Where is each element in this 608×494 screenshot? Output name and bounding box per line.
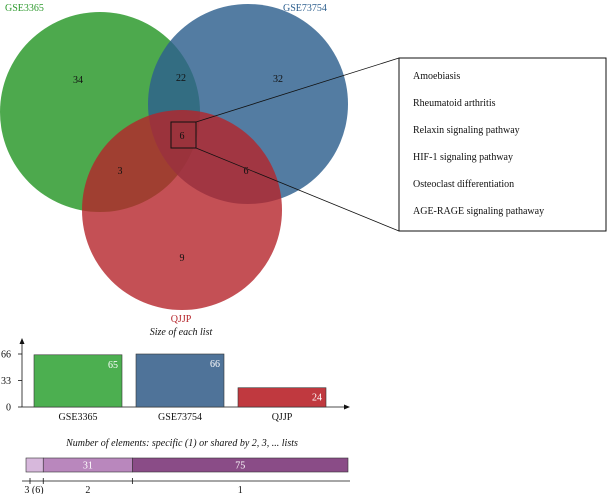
pathway-item: Rheumatoid arthritis bbox=[413, 98, 496, 109]
shared-chart-title: Number of elements: specific (1) or shar… bbox=[65, 438, 298, 449]
shared-segment bbox=[132, 457, 349, 473]
shared-segment-label: 2 bbox=[85, 485, 90, 494]
y-tick-label: 66 bbox=[1, 350, 11, 361]
y-axis-arrow-icon bbox=[19, 338, 25, 344]
shared-segment bbox=[25, 457, 44, 473]
pathway-item: AGE-RAGE signaling pathaway bbox=[413, 206, 544, 217]
center-region-highlight bbox=[170, 121, 197, 149]
qjjp-label: QJJP bbox=[171, 314, 192, 325]
size-bar-value-label: 24 bbox=[312, 393, 322, 404]
size-category-label: GSE3365 bbox=[59, 412, 98, 423]
size-chart-title: Size of each list bbox=[150, 327, 213, 338]
region-qjjp-only: 9 bbox=[180, 253, 185, 264]
callout-line-bottom bbox=[195, 147, 400, 232]
shared-segment-label: 1 bbox=[238, 485, 243, 494]
pathway-item: Amoebiasis bbox=[413, 71, 460, 82]
y-tick-label: 0 bbox=[6, 403, 11, 414]
size-category-label: GSE73754 bbox=[158, 412, 202, 423]
gse3365-label: GSE3365 bbox=[5, 3, 44, 14]
size-bar bbox=[135, 353, 225, 408]
size-bar bbox=[33, 354, 123, 408]
region-gse73754-only: 32 bbox=[273, 74, 283, 85]
pathway-item: HIF-1 signaling pathway bbox=[413, 152, 513, 163]
x-axis-arrow-icon bbox=[344, 404, 350, 410]
region-gse3365-only: 34 bbox=[73, 75, 83, 86]
callout-line-top bbox=[195, 57, 400, 123]
shared-segment-label: 3 (6) bbox=[24, 485, 43, 494]
qjjp-circle bbox=[82, 110, 282, 310]
venn-circles bbox=[0, 4, 348, 310]
region-gse73754-qjjp: 6 bbox=[244, 166, 249, 177]
gse73754-label: GSE73754 bbox=[283, 3, 327, 14]
size-bar bbox=[237, 387, 327, 408]
size-bar-value-label: 65 bbox=[108, 360, 118, 371]
y-tick-label: 33 bbox=[1, 376, 11, 387]
shared-segment-value: 31 bbox=[83, 461, 93, 472]
region-gse3365-gse73754: 22 bbox=[176, 73, 186, 84]
size-category-label: QJJP bbox=[272, 412, 293, 423]
pathway-item: Relaxin signaling pathway bbox=[413, 125, 520, 136]
region-all-three: 6 bbox=[180, 131, 185, 142]
pathway-item: Osteoclast differentiation bbox=[413, 179, 514, 190]
shared-segment-value: 75 bbox=[235, 461, 245, 472]
region-gse3365-qjjp: 3 bbox=[118, 166, 123, 177]
pathway-box bbox=[398, 57, 607, 232]
size-bar-value-label: 66 bbox=[210, 359, 220, 370]
